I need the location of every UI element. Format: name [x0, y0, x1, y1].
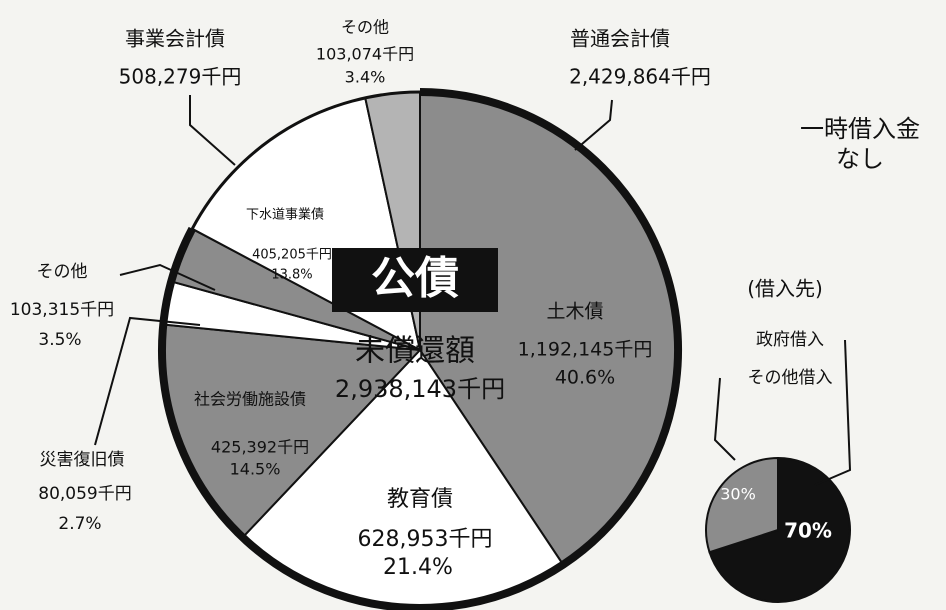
subtitle: 未償還額: [355, 334, 475, 369]
leader-line: [94, 316, 201, 446]
value-label: 3.5%: [38, 330, 81, 350]
slice-label: その他: [341, 18, 389, 37]
group-amount: 508,279千円: [119, 65, 242, 89]
group-amount: 2,429,864千円: [569, 65, 711, 89]
amount-label: 103,074千円: [316, 45, 414, 64]
pie-slice: [708, 456, 851, 603]
value-label: 13.8%: [271, 268, 312, 283]
legend-label: その他借入: [748, 368, 833, 388]
amount-label: 80,059千円: [38, 484, 131, 504]
leader-line: [119, 263, 216, 291]
leader-line: [189, 95, 236, 166]
value-label: 30%: [720, 485, 756, 504]
leader-line: [713, 377, 736, 461]
group-ring: [158, 88, 682, 610]
amount-label: 425,392千円: [211, 438, 309, 457]
slice-label: 土木債: [546, 301, 603, 323]
value-label: 21.4%: [383, 555, 453, 580]
group-label: 事業会計債: [125, 27, 225, 51]
slice-label: 教育債: [387, 487, 453, 512]
legend-label: 政府借入: [756, 330, 824, 350]
slice-label: その他: [37, 262, 88, 282]
annotation: なし: [836, 145, 884, 173]
value-label: 70%: [784, 519, 832, 543]
amount-label: 103,315千円: [10, 300, 114, 320]
slice-label: 社会労働施設債: [194, 390, 306, 409]
leader-line: [814, 339, 852, 486]
total: 2,938,143千円: [335, 375, 505, 403]
slice-label: 下水道事業債: [246, 207, 324, 223]
value-label: 14.5%: [230, 460, 281, 479]
value-label: 3.4%: [345, 68, 386, 87]
amount-label: 628,953千円: [358, 527, 493, 552]
amount-label: 405,205千円: [252, 248, 332, 263]
lenders-title: (借入先): [747, 277, 823, 301]
chart-title: 公債: [371, 253, 459, 304]
annotation: 一時借入金: [800, 115, 920, 143]
value-label: 2.7%: [58, 514, 101, 534]
title-box: [332, 248, 498, 312]
pie-slice: [705, 456, 779, 554]
group-label: 普通会計債: [570, 27, 670, 51]
leader-line: [574, 99, 613, 151]
amount-label: 1,192,145千円: [518, 339, 653, 361]
slice-label: 災害復旧債: [40, 450, 125, 470]
value-label: 40.6%: [555, 367, 615, 389]
group-ring: [190, 90, 421, 230]
